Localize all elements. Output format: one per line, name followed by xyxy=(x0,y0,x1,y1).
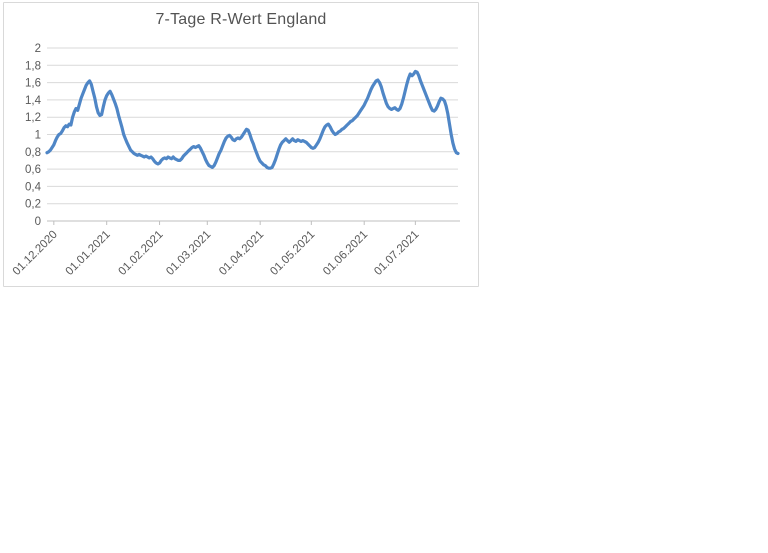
y-tick-label: 1,6 xyxy=(25,78,41,90)
x-axis-labels: 01.12.2020 01.01.2021 01.02.202101.03.2021… xyxy=(11,229,422,278)
y-tick-label: 1,8 xyxy=(25,60,41,72)
y-tick-label: 0 xyxy=(35,216,41,228)
y-tick-label: 1 xyxy=(35,130,41,142)
y-tick-label: 0,2 xyxy=(25,199,41,211)
x-tick-label: 01.12.2020 xyxy=(11,229,60,278)
x-tick-label: 01.03.2021 xyxy=(164,229,213,278)
excel-chart-object[interactable]: 7-Tage R-Wert England 0 0,2 0,4 0,6 0,8 1 1,2 1… xyxy=(3,2,479,287)
y-tick-label: 1,4 xyxy=(25,95,42,107)
series-line-r-wert xyxy=(45,69,460,170)
y-tick-label: 0,6 xyxy=(25,164,41,176)
x-tick-label: 01.07.2021 xyxy=(372,229,421,278)
x-tick-label: 01.05.2021 xyxy=(268,229,317,278)
y-tick-label: 1,2 xyxy=(25,112,41,124)
y-tick-label: 2 xyxy=(35,43,41,55)
x-tick-label: 01.06.2021 xyxy=(321,229,370,278)
x-axis-ticks xyxy=(53,221,416,225)
y-tick-label: 0,4 xyxy=(25,181,42,193)
x-tick-label: 01.04.2021 xyxy=(217,229,266,278)
x-tick-label: 01.01.2021 xyxy=(64,229,113,278)
y-tick-label: 0,8 xyxy=(25,147,41,159)
y-gridlines xyxy=(47,47,458,205)
y-axis-labels: 0 0,2 0,4 0,6 0,8 1 1,2 1,4 1,6 1,8 2 xyxy=(25,43,42,228)
x-tick-label: 01.02.2021 xyxy=(116,229,165,278)
chart-title: 7-Tage R-Wert England xyxy=(155,11,327,28)
